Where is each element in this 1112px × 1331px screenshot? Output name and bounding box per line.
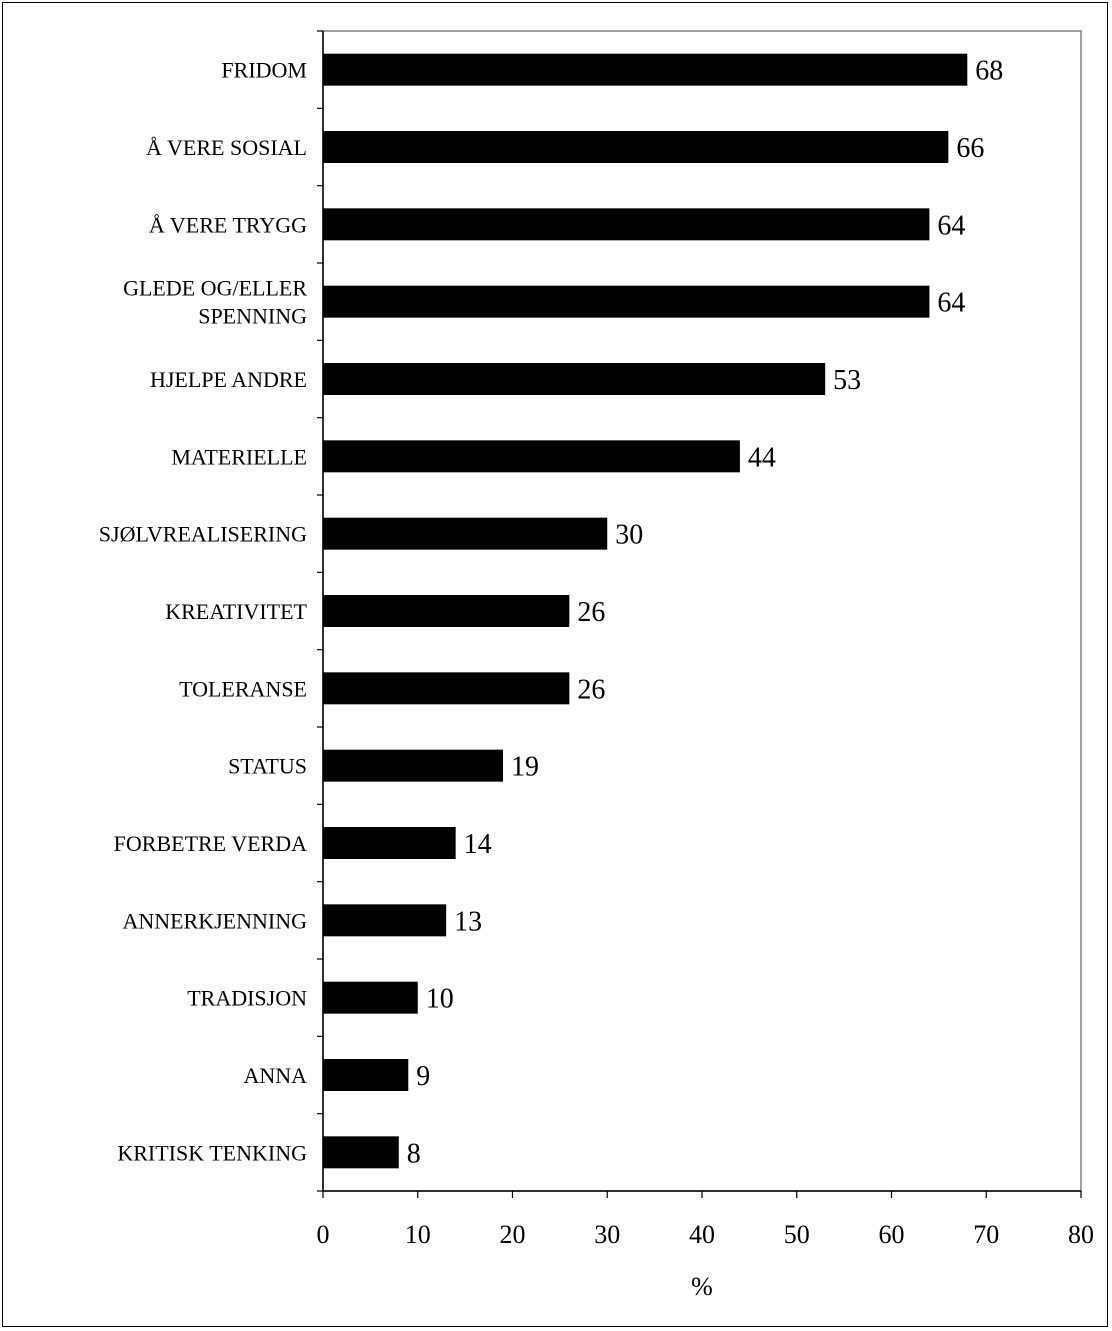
- category-label: FRIDOM: [221, 58, 307, 83]
- data-label: 53: [833, 365, 861, 396]
- category-label: Å VERE TRYGG: [149, 212, 307, 237]
- data-label: 9: [416, 1061, 430, 1092]
- bar: [323, 672, 570, 705]
- x-tick-label: 40: [689, 1220, 715, 1249]
- category-label: SJØLVREALISERING: [99, 522, 307, 547]
- category-label: Å VERE SOSIAL: [146, 135, 307, 160]
- category-label: STATUS: [228, 754, 307, 779]
- data-label: 13: [454, 906, 482, 937]
- category-label: TRADISJON: [187, 986, 307, 1011]
- bar: [323, 285, 930, 318]
- data-label: 26: [577, 674, 605, 705]
- x-axis-label: %: [691, 1272, 713, 1301]
- x-tick-label: 10: [405, 1220, 431, 1249]
- x-tick-label: 60: [879, 1220, 905, 1249]
- category-label: KREATIVITET: [165, 599, 307, 624]
- bar: [323, 749, 504, 782]
- x-tick-label: 30: [594, 1220, 620, 1249]
- bar: [323, 1059, 409, 1091]
- data-label: 14: [464, 829, 492, 860]
- x-tick-label: 80: [1068, 1220, 1094, 1249]
- category-label: MATERIELLE: [171, 444, 307, 469]
- bar: [323, 131, 949, 163]
- category-label: KRITISK TENKING: [117, 1140, 307, 1165]
- bar: [323, 981, 418, 1014]
- bar: [323, 595, 570, 627]
- data-label: 19: [511, 752, 539, 783]
- category-label: TOLERANSE: [179, 676, 307, 701]
- data-label: 66: [956, 133, 984, 164]
- category-label: HJELPE ANDRE: [150, 367, 307, 392]
- data-label: 26: [577, 597, 605, 628]
- bar: [323, 1136, 399, 1169]
- bar: [323, 904, 447, 937]
- bar-chart: 68 FRIDOM 66 Å VERE SOSIAL 64 Å VERE TRYGG 64 G…: [99, 30, 1094, 1301]
- bar: [323, 827, 456, 859]
- category-label: ANNERKJENNING: [122, 908, 307, 933]
- bar: [323, 363, 826, 395]
- category-label: SPENNING: [198, 304, 307, 329]
- x-tick-label: 50: [784, 1220, 810, 1249]
- x-tick-label: 70: [973, 1220, 999, 1249]
- data-label: 64: [937, 288, 965, 319]
- bar: [323, 53, 968, 86]
- category-label: FORBETRE VERDA: [114, 831, 307, 856]
- data-label: 68: [975, 56, 1003, 87]
- bar: [323, 440, 740, 473]
- category-label: GLEDE OG/ELLER: [123, 276, 307, 301]
- category-label: ANNA: [243, 1063, 307, 1088]
- x-tick-label: 20: [500, 1220, 526, 1249]
- data-label: 64: [937, 210, 965, 241]
- data-label: 44: [748, 442, 776, 473]
- data-label: 10: [426, 984, 454, 1015]
- x-tick-label: 0: [317, 1220, 330, 1249]
- data-label: 8: [407, 1138, 421, 1169]
- bar: [323, 517, 608, 550]
- bar: [323, 208, 930, 241]
- data-label: 30: [615, 520, 643, 551]
